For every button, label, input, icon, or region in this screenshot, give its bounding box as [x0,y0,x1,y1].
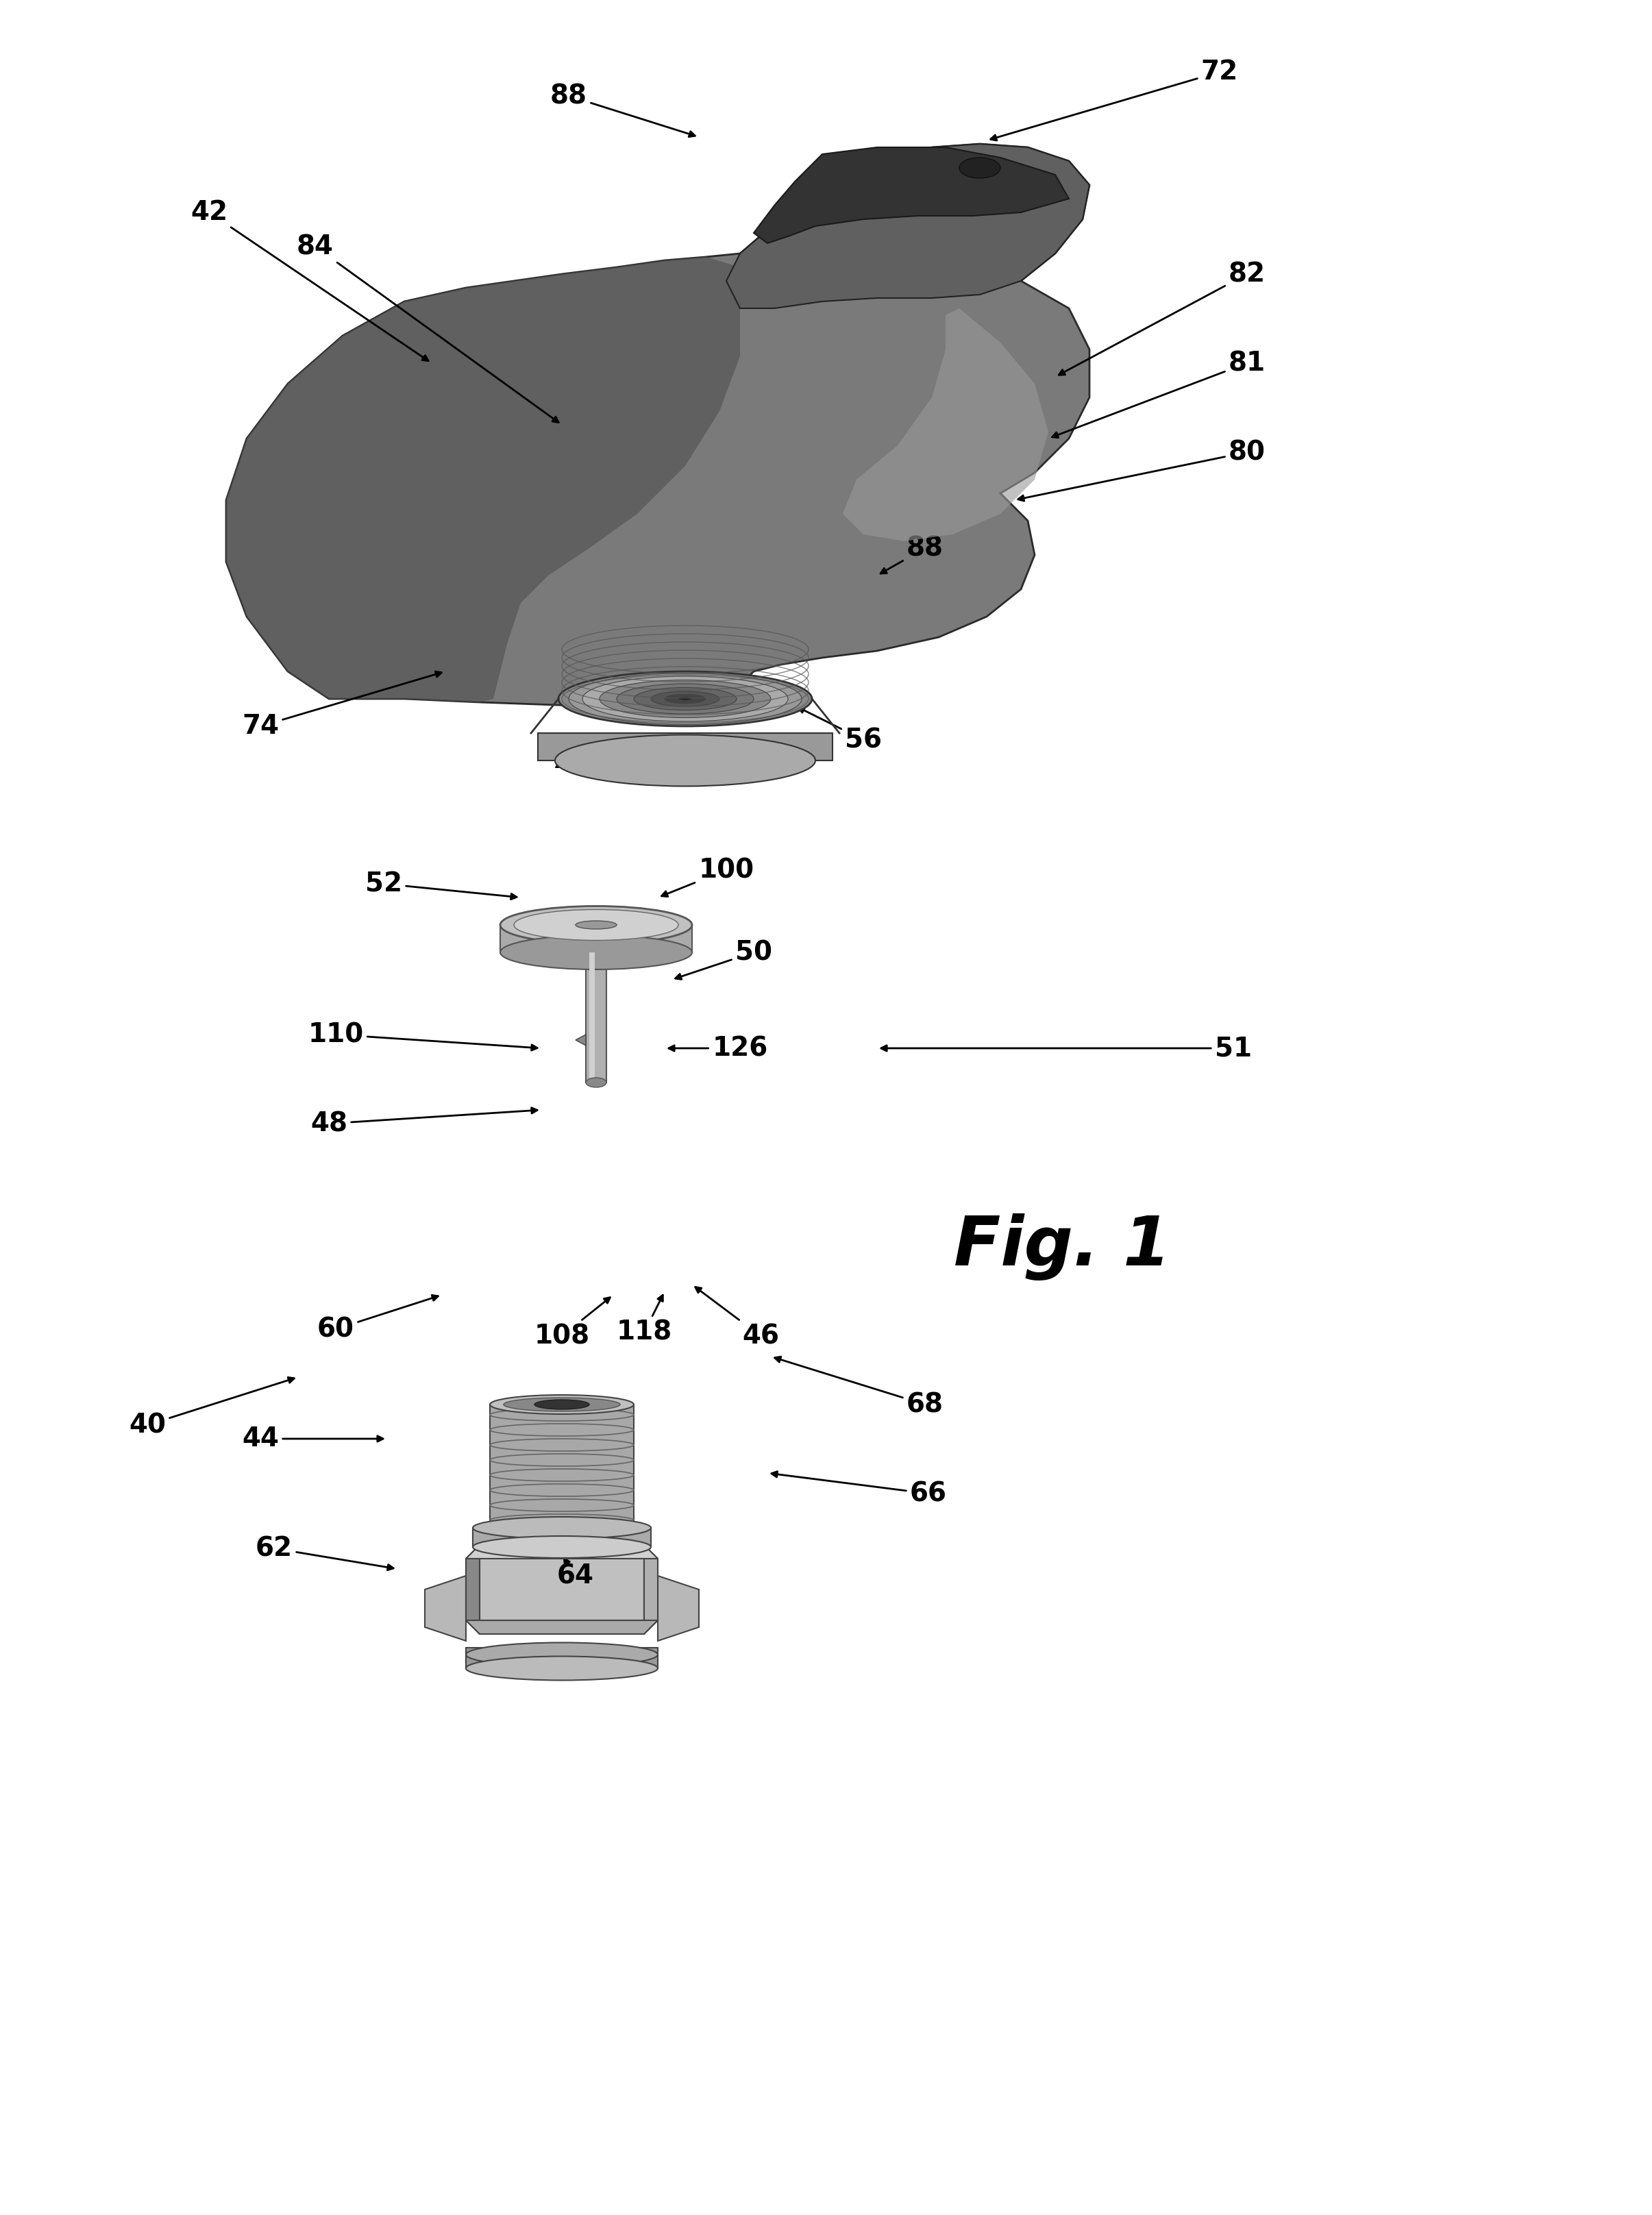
Text: 60: 60 [317,1296,438,1342]
Text: 100: 100 [661,857,753,897]
Ellipse shape [960,157,1001,177]
Ellipse shape [514,910,679,941]
Ellipse shape [651,691,720,707]
Polygon shape [466,1544,657,1559]
Polygon shape [843,308,1049,540]
Text: 118: 118 [616,1296,672,1345]
Text: 74: 74 [241,671,441,740]
Ellipse shape [558,671,811,727]
Ellipse shape [501,935,692,970]
Ellipse shape [586,1079,606,1088]
Text: 70: 70 [550,744,661,773]
Ellipse shape [501,906,692,944]
Ellipse shape [600,680,771,718]
Ellipse shape [568,673,801,724]
Polygon shape [479,1544,644,1635]
Bar [586,952,606,1083]
Text: 68: 68 [775,1358,943,1418]
Text: 46: 46 [695,1287,780,1349]
Text: 52: 52 [365,870,517,899]
Ellipse shape [634,687,737,711]
Text: 58: 58 [700,735,738,773]
Text: Fig. 1: Fig. 1 [953,1214,1171,1280]
Text: 81: 81 [1052,350,1265,439]
Ellipse shape [664,693,705,704]
Text: 50: 50 [676,939,771,979]
Text: 108: 108 [534,1298,610,1349]
Polygon shape [466,1621,657,1635]
Text: 42: 42 [190,199,428,361]
Text: 56: 56 [798,707,882,753]
Text: 72: 72 [991,60,1239,140]
Text: 64: 64 [557,1559,595,1588]
Bar [590,952,595,1083]
Text: 84: 84 [297,233,558,423]
Ellipse shape [466,1657,657,1681]
Polygon shape [425,1575,466,1641]
Text: 44: 44 [241,1426,383,1451]
Polygon shape [753,148,1069,244]
Ellipse shape [466,1644,657,1666]
Ellipse shape [472,1517,651,1539]
Text: 88: 88 [550,82,695,137]
Text: 88: 88 [881,536,943,574]
Polygon shape [466,1648,657,1668]
Text: 62: 62 [256,1535,393,1570]
Ellipse shape [679,698,692,700]
Ellipse shape [575,921,616,928]
Text: 82: 82 [1059,261,1265,374]
Polygon shape [657,1575,699,1641]
Polygon shape [491,1404,634,1528]
Polygon shape [226,144,1089,707]
Ellipse shape [535,1400,590,1409]
Polygon shape [501,926,692,952]
Polygon shape [644,1544,657,1635]
Ellipse shape [472,1535,651,1557]
Text: 51: 51 [881,1034,1252,1061]
Polygon shape [727,144,1089,308]
Ellipse shape [616,684,753,713]
Ellipse shape [491,1395,634,1413]
Ellipse shape [504,1398,620,1411]
Text: 40: 40 [129,1378,294,1438]
Ellipse shape [555,735,816,786]
Text: 80: 80 [1018,439,1265,501]
Text: 48: 48 [311,1108,537,1136]
Text: 126: 126 [669,1034,768,1061]
Polygon shape [226,257,740,702]
Text: 66: 66 [771,1471,947,1506]
Polygon shape [575,1034,586,1045]
Ellipse shape [583,676,788,722]
Polygon shape [466,1544,479,1635]
Polygon shape [472,1528,651,1546]
Polygon shape [539,733,833,760]
Text: 110: 110 [307,1021,537,1050]
